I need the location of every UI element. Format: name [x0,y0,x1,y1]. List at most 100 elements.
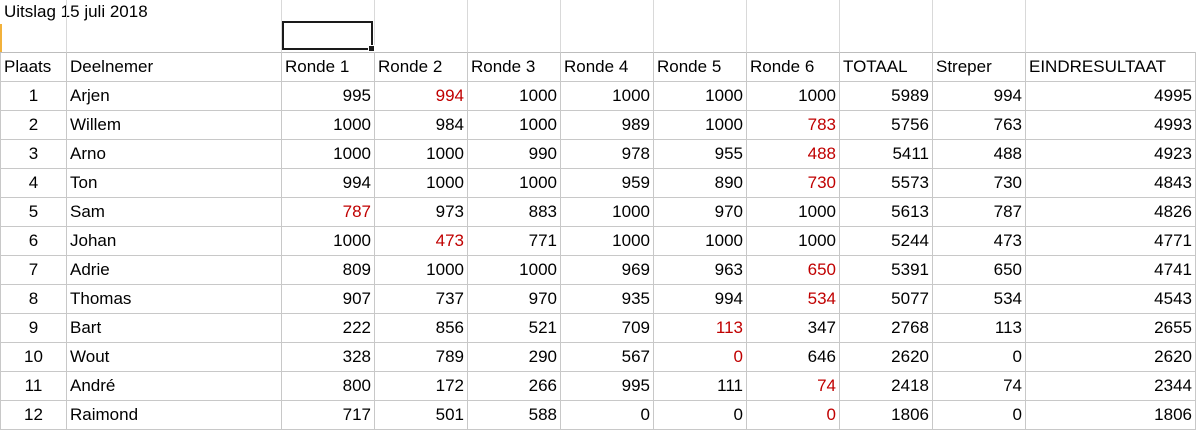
cell-streper[interactable]: 994 [932,81,1026,111]
cell-ronde-5[interactable]: 890 [653,168,747,198]
cell-ronde-5[interactable]: 0 [653,342,747,372]
cell-ronde-6[interactable]: 646 [746,342,840,372]
cell-plaats[interactable]: 6 [0,226,67,256]
cell-ronde-6[interactable]: 534 [746,284,840,314]
cell-deelnemer[interactable]: Willem [66,110,282,140]
cell-ronde-3[interactable]: 1000 [467,81,561,111]
cell-streper[interactable]: 473 [932,226,1026,256]
header-deelnemer[interactable]: Deelnemer [66,52,282,82]
cell-ronde-3[interactable]: 290 [467,342,561,372]
cell-eindresultaat[interactable]: 4843 [1025,168,1196,198]
sheet-title[interactable]: Uitslag 15 juli 2018 [4,2,148,21]
cell-streper[interactable]: 787 [932,197,1026,227]
cell-ronde-6[interactable]: 488 [746,139,840,169]
cell-ronde-3[interactable]: 521 [467,313,561,343]
cell-totaal[interactable]: 5411 [839,139,933,169]
cell-streper[interactable]: 0 [932,342,1026,372]
cell-totaal[interactable]: 5077 [839,284,933,314]
cell-ronde-6[interactable]: 650 [746,255,840,285]
cell-ronde-6[interactable]: 347 [746,313,840,343]
cell-totaal[interactable]: 2418 [839,371,933,401]
cell-deelnemer[interactable]: Adrie [66,255,282,285]
cell-eindresultaat[interactable]: 4741 [1025,255,1196,285]
cell-streper[interactable]: 730 [932,168,1026,198]
cell-ronde-2[interactable]: 984 [374,110,468,140]
cell-plaats[interactable]: 10 [0,342,67,372]
cell-ronde-2[interactable]: 1000 [374,139,468,169]
cell-deelnemer[interactable]: Ton [66,168,282,198]
cell-ronde-3[interactable]: 1000 [467,168,561,198]
cell-totaal[interactable]: 5989 [839,81,933,111]
cell-deelnemer[interactable]: André [66,371,282,401]
cell-eindresultaat[interactable]: 4993 [1025,110,1196,140]
header-eindresultaat[interactable]: EINDRESULTAAT [1025,52,1196,82]
cell-ronde-4[interactable]: 989 [560,110,654,140]
cell-ronde-4[interactable]: 709 [560,313,654,343]
cell-eindresultaat[interactable]: 4995 [1025,81,1196,111]
cell-ronde-3[interactable]: 588 [467,400,561,430]
cell-eindresultaat[interactable]: 4923 [1025,139,1196,169]
cell-totaal[interactable]: 5756 [839,110,933,140]
cell-streper[interactable]: 113 [932,313,1026,343]
cell-ronde-2[interactable]: 473 [374,226,468,256]
cell-ronde-4[interactable]: 1000 [560,226,654,256]
cell-ronde-3[interactable]: 990 [467,139,561,169]
cell-ronde-2[interactable]: 789 [374,342,468,372]
cell-deelnemer[interactable]: Thomas [66,284,282,314]
cell-streper[interactable]: 650 [932,255,1026,285]
cell-ronde-2[interactable]: 856 [374,313,468,343]
cell-totaal[interactable]: 5573 [839,168,933,198]
cell-plaats[interactable]: 3 [0,139,67,169]
fill-handle[interactable] [368,45,375,52]
cell-ronde-4[interactable]: 959 [560,168,654,198]
cell-deelnemer[interactable]: Sam [66,197,282,227]
cell-ronde-2[interactable]: 501 [374,400,468,430]
cell-ronde-6[interactable]: 783 [746,110,840,140]
cell-ronde-1[interactable]: 328 [281,342,375,372]
header-streper[interactable]: Streper [932,52,1026,82]
cell-ronde-4[interactable]: 935 [560,284,654,314]
header-plaats[interactable]: Plaats [0,52,67,82]
cell-deelnemer[interactable]: Bart [66,313,282,343]
cell-ronde-1[interactable]: 1000 [281,226,375,256]
cell-ronde-4[interactable]: 978 [560,139,654,169]
cell-ronde-5[interactable]: 0 [653,400,747,430]
cell-plaats[interactable]: 9 [0,313,67,343]
cell-ronde-1[interactable]: 809 [281,255,375,285]
cell-ronde-6[interactable]: 74 [746,371,840,401]
cell-ronde-2[interactable]: 973 [374,197,468,227]
cell-plaats[interactable]: 11 [0,371,67,401]
header-ronde-6[interactable]: Ronde 6 [746,52,840,82]
cell-streper[interactable]: 74 [932,371,1026,401]
cell-totaal[interactable]: 2768 [839,313,933,343]
cell-ronde-1[interactable]: 222 [281,313,375,343]
cell-eindresultaat[interactable]: 4543 [1025,284,1196,314]
header-totaal[interactable]: TOTAAL [839,52,933,82]
cell-ronde-5[interactable]: 963 [653,255,747,285]
cell-streper[interactable]: 763 [932,110,1026,140]
cell-ronde-1[interactable]: 1000 [281,139,375,169]
cell-plaats[interactable]: 5 [0,197,67,227]
header-ronde-5[interactable]: Ronde 5 [653,52,747,82]
cell-totaal[interactable]: 5613 [839,197,933,227]
cell-ronde-1[interactable]: 1000 [281,110,375,140]
cell-ronde-3[interactable]: 970 [467,284,561,314]
cell-totaal[interactable]: 1806 [839,400,933,430]
cell-eindresultaat[interactable]: 2344 [1025,371,1196,401]
cell-eindresultaat[interactable]: 4826 [1025,197,1196,227]
cell-totaal[interactable]: 2620 [839,342,933,372]
cell-ronde-1[interactable]: 787 [281,197,375,227]
cell-ronde-3[interactable]: 1000 [467,110,561,140]
cell-ronde-4[interactable]: 0 [560,400,654,430]
cell-plaats[interactable]: 1 [0,81,67,111]
cell-ronde-2[interactable]: 1000 [374,255,468,285]
cell-ronde-6[interactable]: 1000 [746,197,840,227]
cell-eindresultaat[interactable]: 1806 [1025,400,1196,430]
cell-ronde-5[interactable]: 970 [653,197,747,227]
cell-ronde-5[interactable]: 955 [653,139,747,169]
cell-ronde-3[interactable]: 771 [467,226,561,256]
cell-deelnemer[interactable]: Raimond [66,400,282,430]
cell-ronde-4[interactable]: 1000 [560,197,654,227]
cell-ronde-4[interactable]: 995 [560,371,654,401]
cell-ronde-5[interactable]: 1000 [653,226,747,256]
